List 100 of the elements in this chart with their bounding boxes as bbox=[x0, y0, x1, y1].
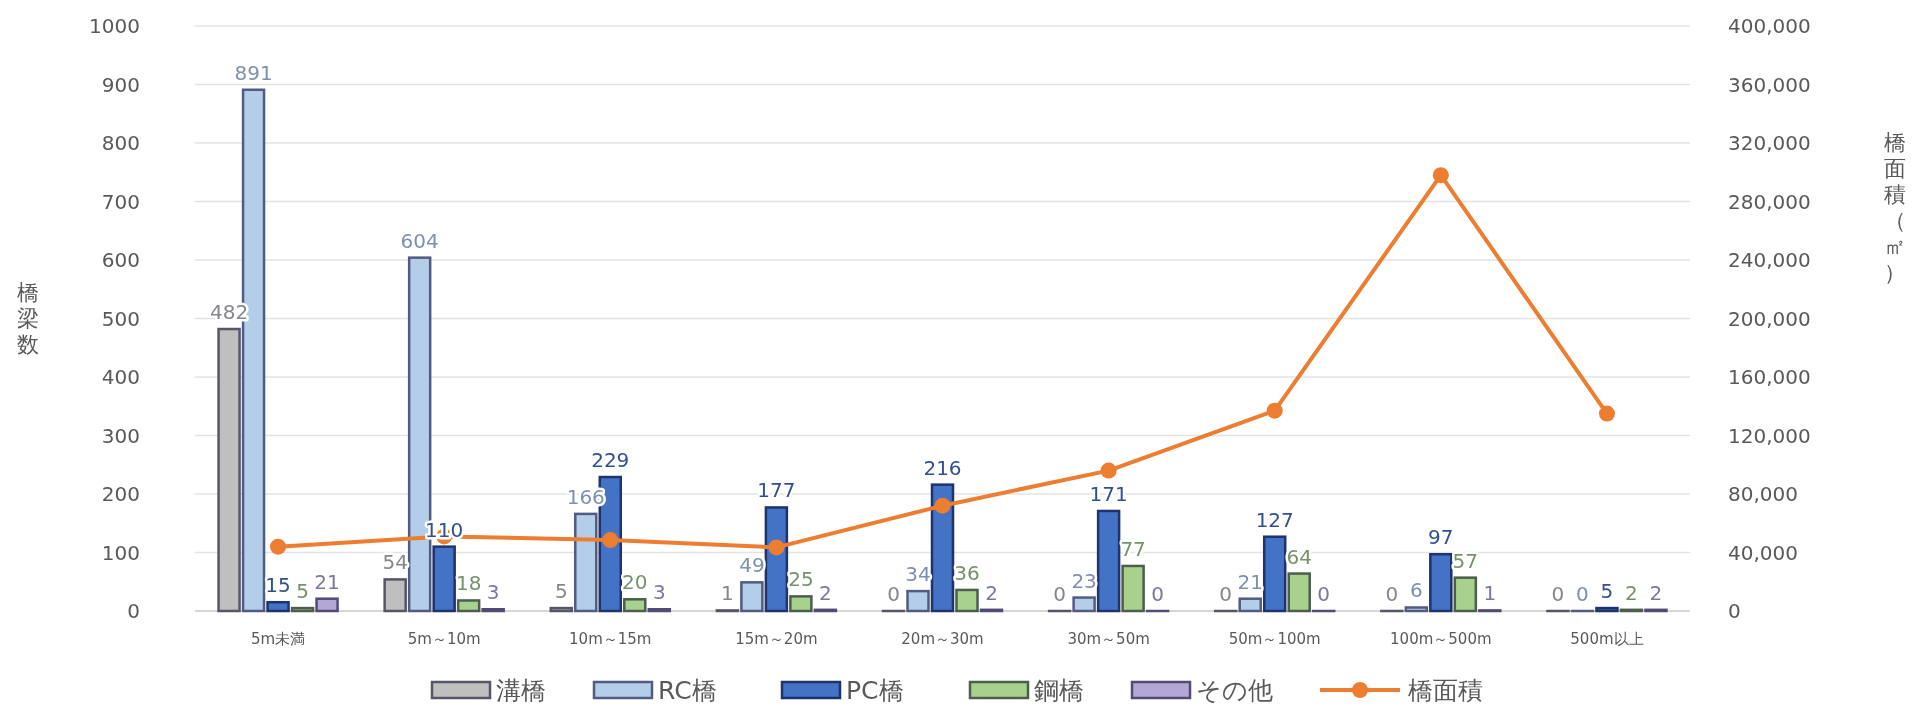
data-label: 18 bbox=[455, 571, 482, 596]
y2-tick-label: 400,000 bbox=[1728, 14, 1811, 38]
point bbox=[1598, 405, 1615, 422]
data-label: 3 bbox=[652, 580, 666, 605]
data-label: 0 bbox=[1385, 582, 1399, 606]
data-label: 1 bbox=[721, 581, 734, 606]
bar bbox=[290, 606, 315, 613]
data-label: 6 bbox=[1409, 578, 1423, 603]
data-label: 0 bbox=[887, 582, 900, 606]
x-tick-label: 500m以上 bbox=[1570, 630, 1644, 648]
point bbox=[1100, 462, 1117, 479]
y-tick-label: 1000 bbox=[89, 14, 140, 38]
y-axis-title: 橋梁数 bbox=[17, 280, 39, 357]
legend-label: 鋼橋 bbox=[1034, 676, 1084, 705]
legend-label: 溝橋 bbox=[496, 676, 546, 705]
data-label: 25 bbox=[788, 567, 814, 592]
data-label: 2 bbox=[985, 580, 998, 605]
bar bbox=[1072, 596, 1096, 613]
data-label: 216 bbox=[923, 455, 962, 480]
data-label: 0 bbox=[1219, 582, 1233, 606]
point bbox=[270, 538, 287, 555]
data-label: 0 bbox=[1053, 582, 1066, 606]
data-label: 0 bbox=[1317, 582, 1331, 606]
data-label: 57 bbox=[1452, 548, 1479, 573]
bar bbox=[1238, 597, 1262, 613]
legend-label: PC橋 bbox=[846, 676, 904, 705]
bar bbox=[623, 598, 647, 613]
data-label: 2 bbox=[819, 580, 832, 605]
data-label: 21 bbox=[1237, 569, 1263, 594]
legend-label: RC橋 bbox=[658, 676, 717, 705]
data-label: 23 bbox=[1071, 568, 1097, 593]
bar bbox=[1453, 576, 1478, 613]
bar bbox=[383, 578, 407, 613]
data-label: 127 bbox=[1255, 507, 1294, 532]
y-tick-label: 400 bbox=[101, 365, 140, 389]
bar bbox=[1429, 553, 1453, 613]
y2-tick-label: 160,000 bbox=[1728, 365, 1811, 389]
bar bbox=[266, 600, 290, 613]
bar bbox=[740, 581, 764, 613]
data-label: 891 bbox=[234, 60, 273, 85]
y-tick-label: 300 bbox=[101, 423, 140, 448]
y-tick-label: 100 bbox=[101, 540, 140, 565]
y-tick-label: 900 bbox=[101, 72, 140, 97]
data-label: 49 bbox=[739, 553, 765, 578]
data-label: 1 bbox=[1483, 581, 1497, 606]
data-label: 97 bbox=[1428, 525, 1454, 550]
y-tick-label: 500 bbox=[101, 306, 140, 331]
data-label: 3 bbox=[486, 580, 500, 605]
data-label: 0 bbox=[1576, 582, 1589, 606]
bar bbox=[1404, 606, 1429, 613]
data-label: 77 bbox=[1120, 536, 1146, 561]
x-tick-label: 30m～50m bbox=[1067, 630, 1150, 648]
y2-tick-label: 200,000 bbox=[1728, 306, 1811, 331]
x-tick-label: 50m～100m bbox=[1228, 630, 1321, 648]
x-tick-label: 5m未満 bbox=[250, 630, 306, 648]
x-tick-label: 20m～30m bbox=[901, 630, 984, 648]
data-label: 2 bbox=[1649, 580, 1663, 605]
data-label: 5 bbox=[296, 579, 309, 604]
x-tick-label: 10m～15m bbox=[569, 630, 652, 648]
data-label: 229 bbox=[591, 448, 630, 473]
point bbox=[934, 497, 951, 514]
point bbox=[768, 539, 785, 556]
bar bbox=[955, 588, 979, 613]
data-label: 5 bbox=[554, 579, 568, 604]
data-label: 0 bbox=[1551, 582, 1565, 606]
y2-axis-title: 橋面積（㎡） bbox=[1884, 130, 1906, 285]
bar bbox=[764, 506, 789, 613]
y2-tick-label: 80,000 bbox=[1728, 482, 1798, 506]
y-tick-label: 600 bbox=[101, 248, 140, 272]
point bbox=[1266, 402, 1283, 419]
data-label: 604 bbox=[400, 228, 439, 253]
x-tick-label: 5m～10m bbox=[407, 630, 481, 648]
bar bbox=[456, 599, 481, 613]
data-label: 5 bbox=[1600, 579, 1614, 604]
y2-tick-label: 360,000 bbox=[1728, 72, 1811, 97]
y2-tick-label: 320,000 bbox=[1728, 131, 1811, 155]
y-tick-label: 800 bbox=[101, 131, 140, 155]
data-label: 64 bbox=[1286, 544, 1312, 569]
bar bbox=[1595, 606, 1619, 613]
bar bbox=[930, 483, 955, 613]
bar bbox=[315, 597, 339, 613]
legend-label: その他 bbox=[1196, 676, 1273, 705]
bar bbox=[1121, 564, 1145, 613]
bar bbox=[1096, 509, 1121, 613]
y2-tick-label: 240,000 bbox=[1728, 248, 1811, 272]
y2-tick-label: 280,000 bbox=[1728, 189, 1811, 214]
bar bbox=[432, 545, 456, 613]
y-tick-label: 200 bbox=[101, 482, 140, 506]
legend-label: 橋面積 bbox=[1408, 676, 1483, 705]
data-label: 34 bbox=[905, 562, 931, 587]
data-label: 54 bbox=[382, 550, 408, 575]
data-label: 177 bbox=[757, 478, 796, 503]
bar bbox=[1287, 572, 1311, 613]
x-tick-label: 15m～20m bbox=[735, 630, 818, 648]
data-label: 0 bbox=[1151, 582, 1164, 606]
bar bbox=[1262, 535, 1287, 613]
bar bbox=[789, 595, 813, 613]
y-tick-label: 700 bbox=[101, 189, 140, 214]
y-tick-label: 0 bbox=[127, 599, 140, 623]
data-label: 21 bbox=[314, 569, 340, 594]
